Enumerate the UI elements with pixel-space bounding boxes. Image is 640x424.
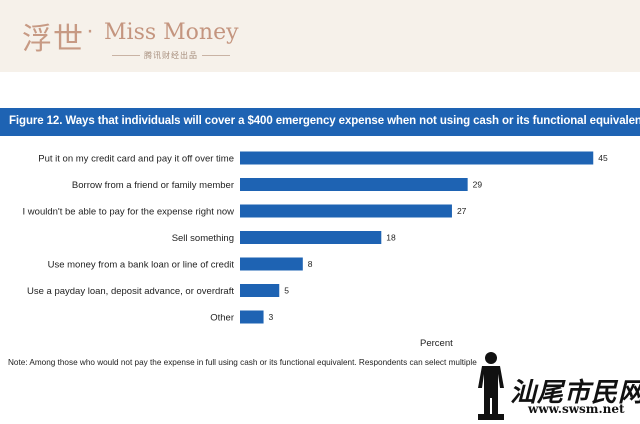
brand-subtitle: 腾讯财经出品: [108, 50, 234, 61]
brand-logo-chinese: 浮世: [22, 22, 84, 57]
bar: [240, 257, 303, 271]
value-label: 5: [284, 286, 289, 296]
footnote: Note: Among those who would not pay the …: [8, 358, 478, 367]
value-label: 29: [473, 180, 483, 190]
value-label: 45: [598, 153, 608, 163]
value-label: 27: [457, 206, 467, 216]
watermark-site-name: 汕尾市民网: [510, 378, 640, 408]
figure-title-bar: Figure 12. Ways that individuals will co…: [0, 108, 640, 136]
category-label: Put it on my credit card and pay it off …: [38, 154, 234, 165]
brand-header: 浮世 · Miss Money 腾讯财经出品: [0, 0, 640, 72]
category-label: Use a payday loan, deposit advance, or o…: [27, 286, 234, 297]
brand-logo-english: Miss Money: [104, 20, 239, 45]
bar: [240, 204, 452, 218]
value-label: 8: [308, 259, 313, 269]
category-label: Sell something: [172, 233, 234, 244]
category-label: Borrow from a friend or family member: [72, 180, 234, 191]
category-label: Other: [210, 313, 234, 324]
watermark-figure-icon: [478, 352, 504, 420]
bar: [240, 151, 594, 165]
watermark-url: www.swsm.net: [528, 402, 625, 416]
category-label: Use money from a bank loan or line of cr…: [48, 260, 235, 271]
bar: [240, 284, 280, 297]
figure-title: Figure 12. Ways that individuals will co…: [9, 115, 640, 127]
bar: [240, 231, 382, 244]
x-axis-label: Percent: [420, 338, 453, 349]
bar-chart: Put it on my credit card and pay it off …: [23, 151, 608, 324]
bar: [240, 310, 264, 324]
value-label: 18: [386, 233, 396, 243]
value-label: 3: [269, 312, 274, 322]
brand-logo-dot: ·: [86, 17, 94, 44]
bar: [240, 178, 468, 191]
category-label: I wouldn't be able to pay for the expens…: [23, 207, 235, 218]
